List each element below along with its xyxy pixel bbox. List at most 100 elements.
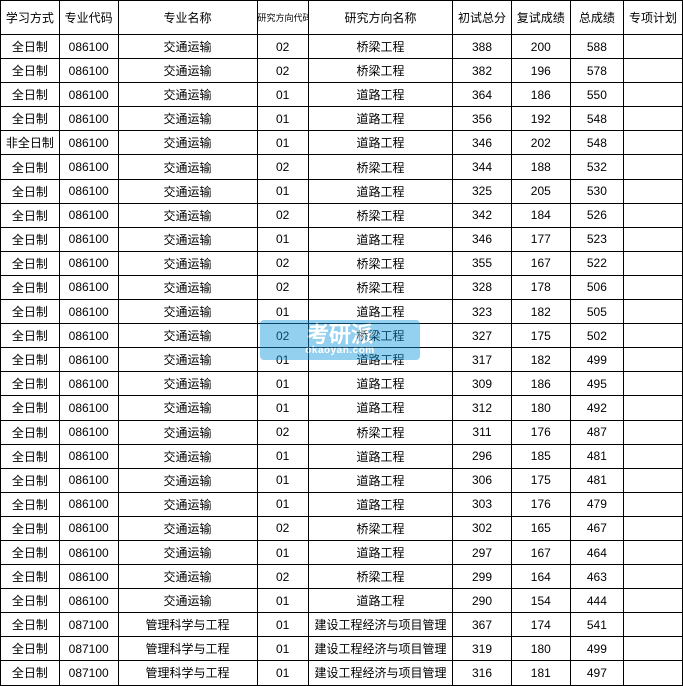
table-row: 全日制086100交通运输02桥梁工程382196578 [1, 59, 683, 83]
cell-direction-name: 桥梁工程 [308, 420, 452, 444]
header-direction-name: 研究方向名称 [308, 1, 452, 35]
cell-direction-code: 01 [257, 396, 308, 420]
cell-major-code: 086100 [59, 35, 118, 59]
cell-special-plan [624, 420, 683, 444]
table-row: 全日制086100交通运输01道路工程297167464 [1, 540, 683, 564]
cell-retest-score: 167 [511, 251, 570, 275]
cell-prelim-score: 342 [453, 203, 512, 227]
cell-total-score: 487 [570, 420, 623, 444]
cell-direction-name: 建设工程经济与项目管理 [308, 637, 452, 661]
cell-major-code: 087100 [59, 661, 118, 685]
cell-special-plan [624, 492, 683, 516]
cell-major-name: 管理科学与工程 [118, 637, 257, 661]
cell-special-plan [624, 661, 683, 685]
table-row: 全日制086100交通运输02桥梁工程344188532 [1, 155, 683, 179]
cell-total-score: 467 [570, 516, 623, 540]
header-study-mode: 学习方式 [1, 1, 60, 35]
cell-prelim-score: 382 [453, 59, 512, 83]
cell-special-plan [624, 131, 683, 155]
cell-special-plan [624, 179, 683, 203]
cell-direction-name: 桥梁工程 [308, 565, 452, 589]
cell-direction-code: 02 [257, 420, 308, 444]
cell-prelim-score: 296 [453, 444, 512, 468]
cell-direction-name: 道路工程 [308, 492, 452, 516]
cell-study-mode: 非全日制 [1, 131, 60, 155]
cell-study-mode: 全日制 [1, 661, 60, 685]
cell-total-score: 502 [570, 324, 623, 348]
cell-major-code: 086100 [59, 179, 118, 203]
cell-study-mode: 全日制 [1, 348, 60, 372]
cell-special-plan [624, 348, 683, 372]
cell-major-code: 086100 [59, 59, 118, 83]
table-row: 全日制086100交通运输02桥梁工程302165467 [1, 516, 683, 540]
cell-prelim-score: 355 [453, 251, 512, 275]
cell-total-score: 550 [570, 83, 623, 107]
cell-major-code: 086100 [59, 203, 118, 227]
cell-major-name: 交通运输 [118, 516, 257, 540]
cell-major-name: 交通运输 [118, 251, 257, 275]
cell-study-mode: 全日制 [1, 589, 60, 613]
cell-major-name: 交通运输 [118, 83, 257, 107]
cell-major-code: 086100 [59, 516, 118, 540]
cell-major-name: 交通运输 [118, 179, 257, 203]
cell-retest-score: 180 [511, 396, 570, 420]
cell-special-plan [624, 59, 683, 83]
cell-direction-code: 01 [257, 468, 308, 492]
cell-prelim-score: 306 [453, 468, 512, 492]
cell-major-code: 086100 [59, 227, 118, 251]
cell-special-plan [624, 444, 683, 468]
cell-total-score: 495 [570, 372, 623, 396]
table-header-row: 学习方式专业代码专业名称研究方向代码研究方向名称初试总分复试成绩总成绩专项计划 [1, 1, 683, 35]
cell-major-code: 086100 [59, 251, 118, 275]
cell-special-plan [624, 300, 683, 324]
cell-study-mode: 全日制 [1, 516, 60, 540]
cell-major-name: 交通运输 [118, 589, 257, 613]
cell-study-mode: 全日制 [1, 59, 60, 83]
cell-prelim-score: 297 [453, 540, 512, 564]
cell-direction-name: 道路工程 [308, 372, 452, 396]
cell-special-plan [624, 324, 683, 348]
cell-major-name: 交通运输 [118, 35, 257, 59]
header-special-plan: 专项计划 [624, 1, 683, 35]
cell-retest-score: 165 [511, 516, 570, 540]
cell-major-name: 交通运输 [118, 131, 257, 155]
cell-study-mode: 全日制 [1, 613, 60, 637]
cell-prelim-score: 319 [453, 637, 512, 661]
cell-special-plan [624, 565, 683, 589]
cell-direction-name: 道路工程 [308, 540, 452, 564]
cell-direction-code: 01 [257, 589, 308, 613]
cell-direction-name: 道路工程 [308, 179, 452, 203]
cell-prelim-score: 317 [453, 348, 512, 372]
cell-special-plan [624, 35, 683, 59]
cell-retest-score: 181 [511, 661, 570, 685]
cell-major-code: 086100 [59, 468, 118, 492]
cell-major-name: 交通运输 [118, 420, 257, 444]
cell-direction-name: 道路工程 [308, 83, 452, 107]
cell-major-name: 交通运输 [118, 468, 257, 492]
cell-study-mode: 全日制 [1, 540, 60, 564]
cell-major-name: 交通运输 [118, 372, 257, 396]
cell-prelim-score: 323 [453, 300, 512, 324]
cell-direction-code: 01 [257, 444, 308, 468]
table-row: 全日制086100交通运输02桥梁工程355167522 [1, 251, 683, 275]
cell-total-score: 464 [570, 540, 623, 564]
cell-total-score: 481 [570, 444, 623, 468]
table-row: 全日制086100交通运输01道路工程296185481 [1, 444, 683, 468]
cell-prelim-score: 328 [453, 275, 512, 299]
cell-total-score: 444 [570, 589, 623, 613]
cell-major-code: 086100 [59, 275, 118, 299]
cell-special-plan [624, 227, 683, 251]
cell-retest-score: 186 [511, 372, 570, 396]
cell-direction-code: 01 [257, 613, 308, 637]
cell-direction-code: 01 [257, 661, 308, 685]
cell-major-code: 086100 [59, 444, 118, 468]
watermark: 考研派 okaoyan.com [260, 320, 420, 360]
table-row: 全日制086100交通运输01道路工程356192548 [1, 107, 683, 131]
cell-prelim-score: 327 [453, 324, 512, 348]
table-row: 全日制087100管理科学与工程01建设工程经济与项目管理316181497 [1, 661, 683, 685]
cell-major-name: 交通运输 [118, 444, 257, 468]
cell-direction-name: 桥梁工程 [308, 155, 452, 179]
header-major-code: 专业代码 [59, 1, 118, 35]
cell-study-mode: 全日制 [1, 35, 60, 59]
cell-major-code: 086100 [59, 348, 118, 372]
